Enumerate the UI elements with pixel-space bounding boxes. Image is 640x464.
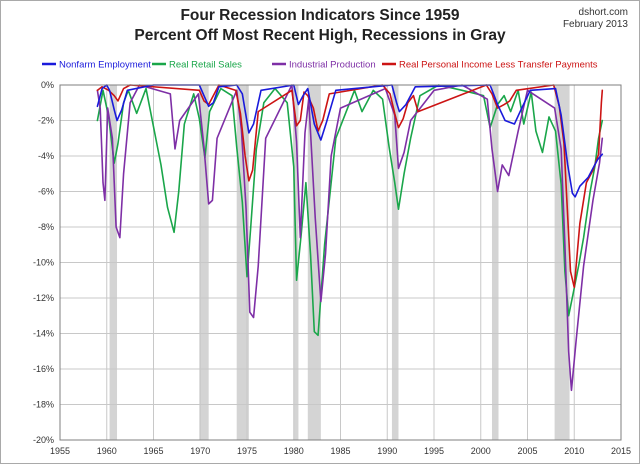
legend-label-industrial-production: Industrial Production xyxy=(289,60,376,71)
y-tick-label-7: -12% xyxy=(33,293,54,303)
source-label: dshort.com xyxy=(579,7,628,18)
x-tick-label-2010: 2010 xyxy=(564,446,584,456)
x-tick-label-1990: 1990 xyxy=(377,446,397,456)
plot-frame xyxy=(59,84,622,441)
y-tick-label-10: -18% xyxy=(33,400,54,410)
y-tick-label-5: -8% xyxy=(38,222,54,232)
chart-legend: Nonfarm Employment Real Retail Sales Indus… xyxy=(42,60,598,71)
legend-label-nonfarm-employment: Nonfarm Employment xyxy=(59,60,151,71)
x-tick-label-2015: 2015 xyxy=(611,446,631,456)
x-tick-label-2005: 2005 xyxy=(517,446,537,456)
chart-subtitle: Percent Off Most Recent High, Recessions… xyxy=(134,27,506,44)
x-tick-label-1980: 1980 xyxy=(284,446,304,456)
series-line-nonfarm-employment xyxy=(96,84,604,198)
y-tick-label-8: -14% xyxy=(33,329,54,339)
y-tick-label-4: -6% xyxy=(38,187,54,197)
x-tick-label-1970: 1970 xyxy=(190,446,210,456)
x-tick-label-1965: 1965 xyxy=(143,446,163,456)
chart-title: Four Recession Indicators Since 1959 xyxy=(180,7,459,24)
x-tick-label-1960: 1960 xyxy=(97,446,117,456)
series-line-real-retail-sales xyxy=(96,84,604,337)
plot-area xyxy=(59,84,622,441)
y-tick-label-3: -4% xyxy=(38,151,54,161)
x-axis-ticks: 1955 1960 1965 1970 1975 1980 1985 1990 1995 2000… xyxy=(50,446,631,456)
x-tick-label-1995: 1995 xyxy=(424,446,444,456)
legend-label-real-retail-sales: Real Retail Sales xyxy=(169,60,242,71)
x-tick-label-1975: 1975 xyxy=(237,446,257,456)
x-tick-label-1985: 1985 xyxy=(330,446,350,456)
y-tick-label-9: -16% xyxy=(33,364,54,374)
x-tick-label-2000: 2000 xyxy=(471,446,491,456)
legend-label-real-personal-income-less-transfer-payments: Real Personal Income Less Transfer Payme… xyxy=(399,60,598,71)
x-tick-label-1955: 1955 xyxy=(50,446,70,456)
y-tick-label-11: -20% xyxy=(33,435,54,445)
y-axis-ticks: 0% -2% -4% -6% -8% -10% -12% -14% -16% -18% -20% xyxy=(33,80,54,445)
series-lines xyxy=(96,84,604,392)
y-tick-label-2: -2% xyxy=(38,116,54,126)
date-label: February 2013 xyxy=(563,19,628,30)
y-tick-label-1: 0% xyxy=(41,80,54,90)
y-tick-label-6: -10% xyxy=(33,258,54,268)
